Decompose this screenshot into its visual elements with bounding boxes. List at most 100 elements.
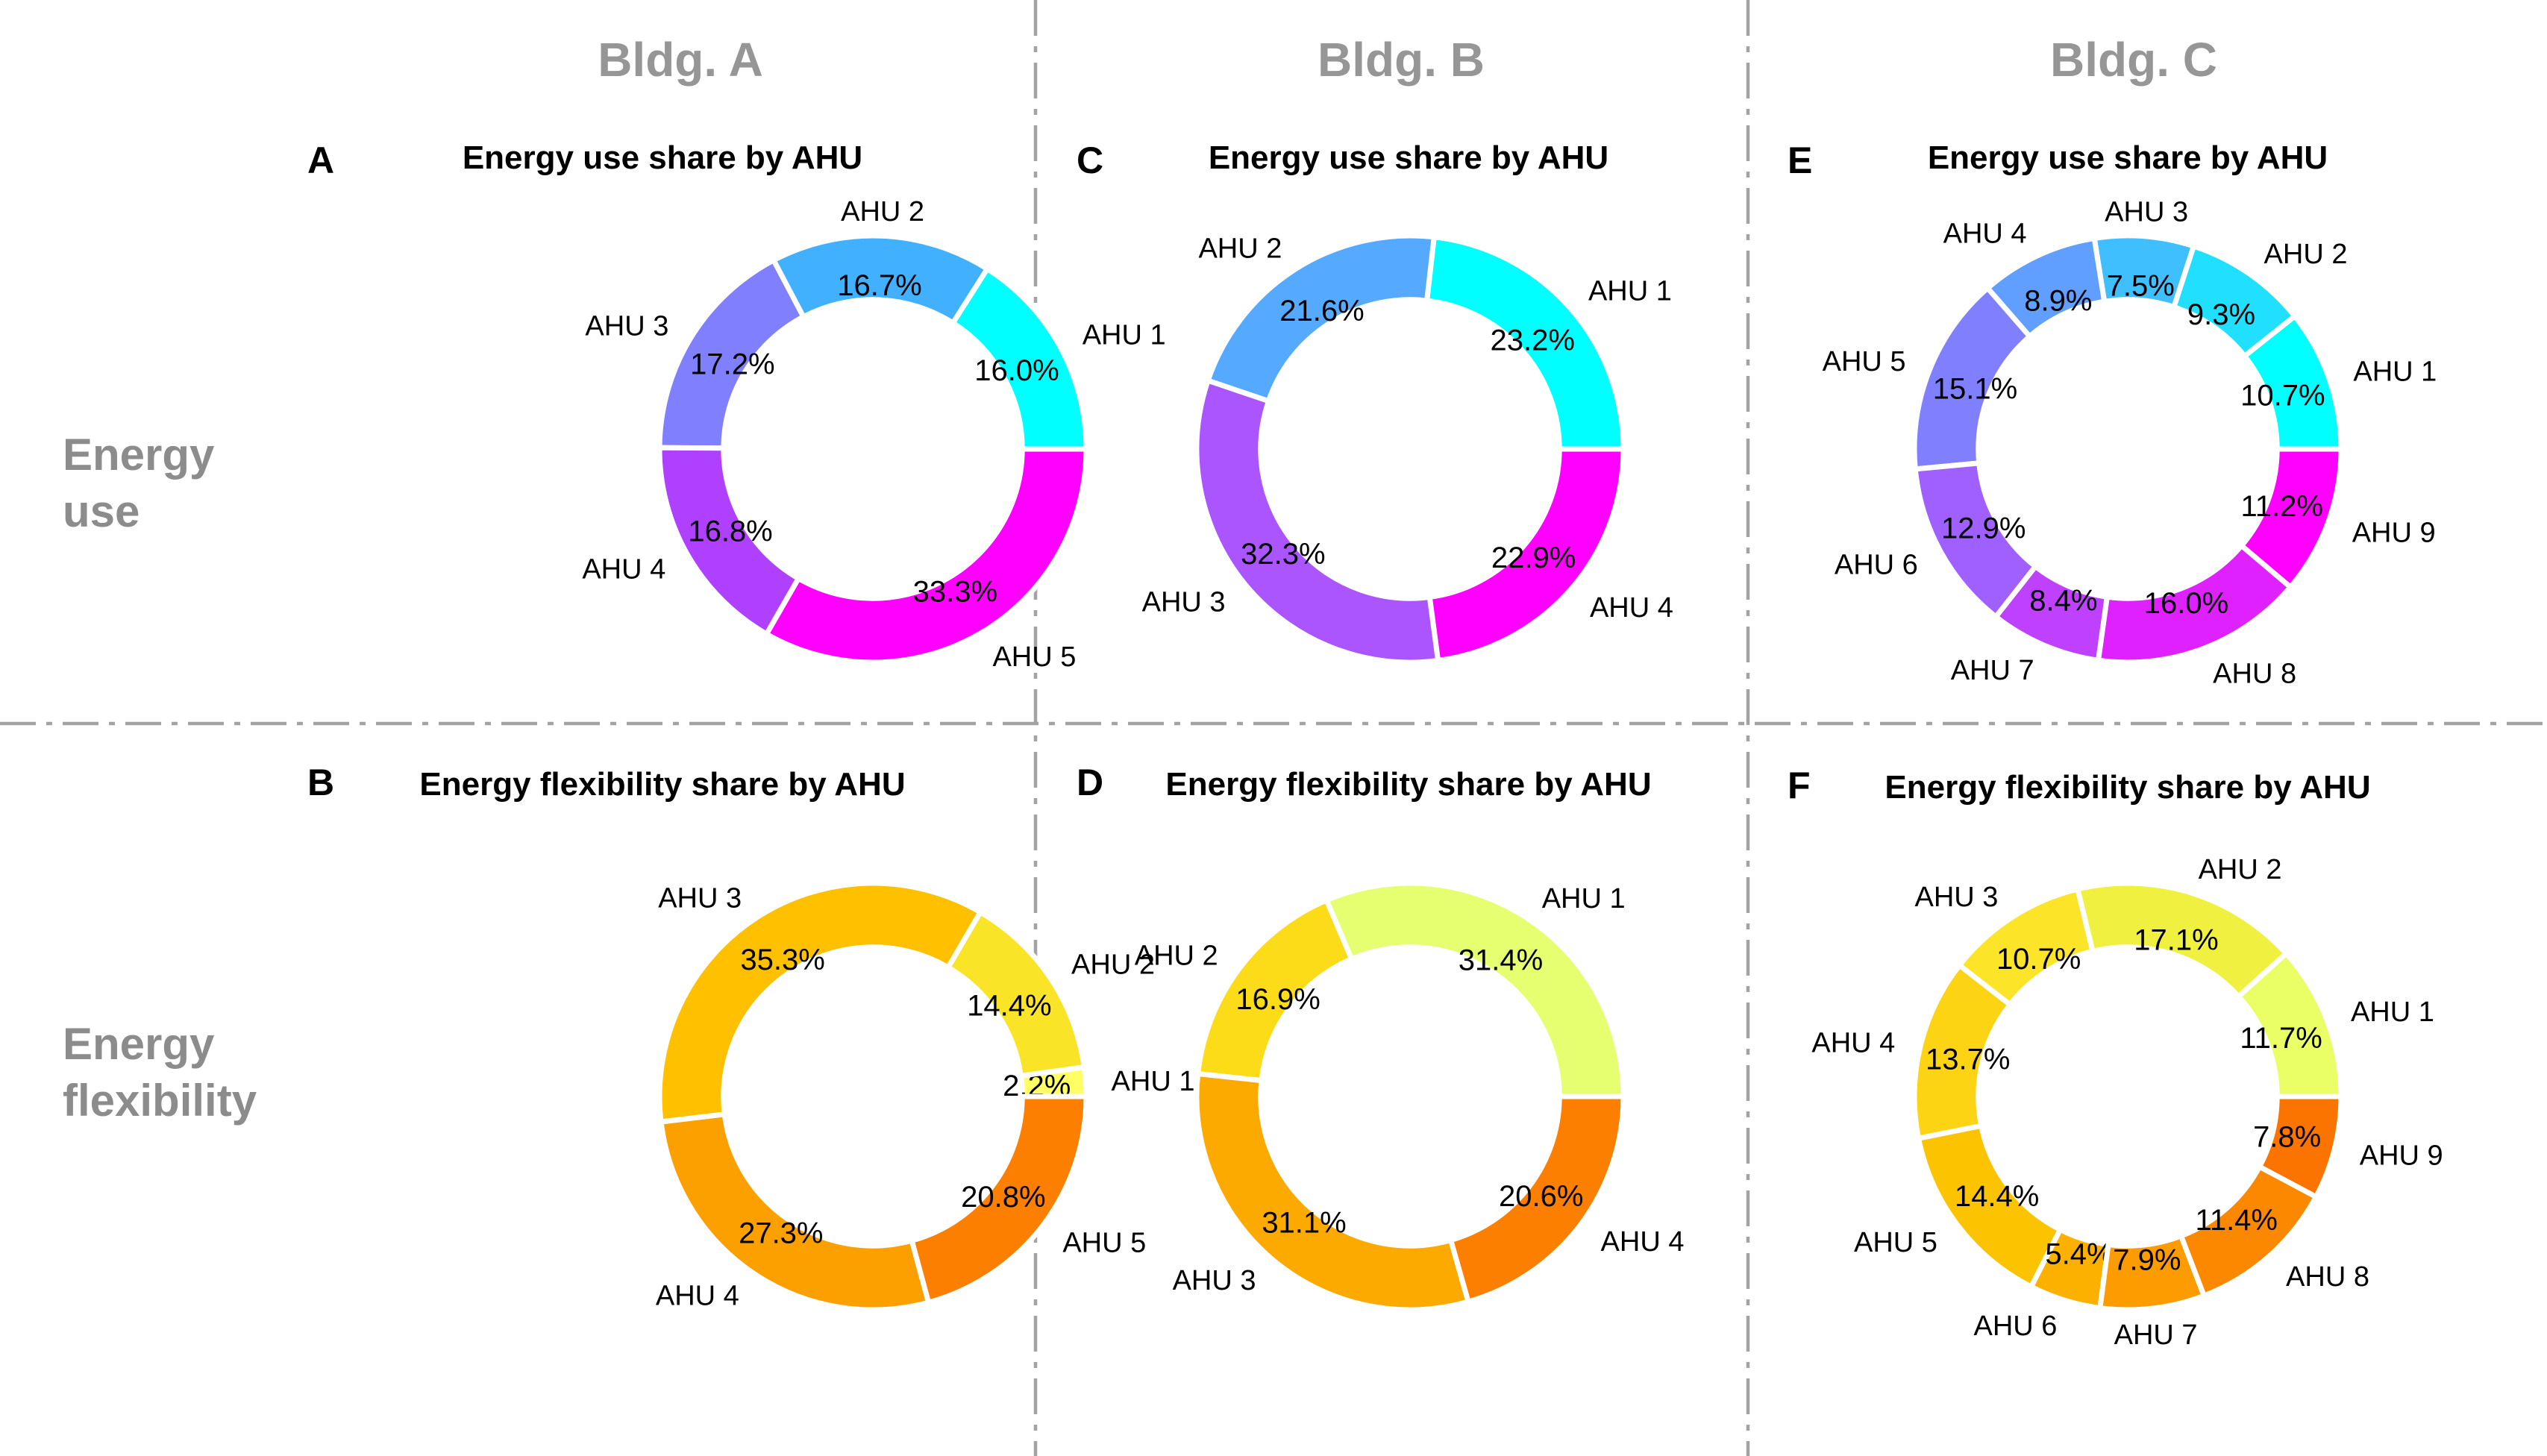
donut-slice-ahu-9 xyxy=(2237,446,2344,591)
column-header-bldg-c: Bldg. C xyxy=(2050,33,2217,87)
percent-label: 21.6% xyxy=(1279,295,1364,327)
percent-label: 16.7% xyxy=(837,269,921,302)
slice-label-ahu-1: AHU 1 xyxy=(1083,320,1166,351)
percent-label: 13.7% xyxy=(1926,1043,2010,1076)
slice-label-ahu-2: AHU 2 xyxy=(1071,950,1155,981)
percent-label: 27.3% xyxy=(739,1217,823,1250)
percent-label: 17.1% xyxy=(2134,924,2218,957)
donut-slice-ahu-3 xyxy=(1194,1070,1472,1313)
percent-label: 14.4% xyxy=(1955,1180,2039,1213)
percent-label: 31.4% xyxy=(1459,944,1543,976)
slice-label-ahu-4: AHU 4 xyxy=(582,554,665,586)
column-header-bldg-a: Bldg. A xyxy=(598,33,763,87)
slice-label-ahu-6: AHU 6 xyxy=(1835,549,1918,580)
slice-label-ahu-9: AHU 9 xyxy=(2352,517,2436,548)
chart-panel-d: D Energy flexibility share by AHU 31.4% AHU… xyxy=(1077,762,1684,1313)
slice-label-ahu-8: AHU 8 xyxy=(2286,1261,2369,1293)
percent-label: 17.2% xyxy=(690,348,774,381)
slice-label-ahu-7: AHU 7 xyxy=(2114,1320,2198,1351)
slice-label-ahu-2: AHU 2 xyxy=(841,196,924,228)
slice-label-ahu-2: AHU 2 xyxy=(1135,940,1218,971)
percent-label: 11.4% xyxy=(2196,1204,2278,1237)
row-header-energy-flexibility: Energy flexibility xyxy=(63,1019,257,1126)
donut-slice-ahu-9 xyxy=(2255,1093,2344,1201)
chart-title: Energy flexibility share by AHU xyxy=(419,766,905,803)
percent-label: 20.6% xyxy=(1499,1180,1583,1213)
percent-label: 7.9% xyxy=(2113,1244,2181,1277)
donut-slice-ahu-3 xyxy=(657,880,984,1125)
panel-letter: B xyxy=(307,762,334,803)
slice-label-ahu-1: AHU 1 xyxy=(1542,883,1626,914)
percent-label: 11.2% xyxy=(2241,490,2323,523)
percent-label: 16.0% xyxy=(2144,587,2228,620)
panel-letter: A xyxy=(307,139,334,181)
slice-label-ahu-3: AHU 3 xyxy=(1914,882,1998,913)
chart-title: Energy use share by AHU xyxy=(463,139,862,176)
donut-slice-ahu-1 xyxy=(1323,880,1626,1099)
donut-slice-ahu-4 xyxy=(1426,446,1626,664)
chart-panel-f: F Energy flexibility share by AHU 11.7% AHU… xyxy=(1788,765,2443,1351)
percent-label: 20.8% xyxy=(961,1181,1045,1214)
panel-letter: E xyxy=(1788,139,1812,181)
slice-label-ahu-2: AHU 2 xyxy=(2199,854,2282,885)
percent-label: 32.3% xyxy=(1241,538,1325,571)
percent-label: 11.7% xyxy=(2240,1022,2322,1055)
percent-label: 14.4% xyxy=(967,989,1051,1022)
slice-label-ahu-7: AHU 7 xyxy=(1951,655,2034,686)
slice-label-ahu-8: AHU 8 xyxy=(2213,658,2296,689)
donut-slice-ahu-5 xyxy=(762,446,1089,665)
chart-title: Energy flexibility share by AHU xyxy=(1165,766,1651,803)
slice-label-ahu-9: AHU 9 xyxy=(2360,1140,2443,1172)
chart-title: Energy use share by AHU xyxy=(1209,139,1608,176)
percent-label: 31.1% xyxy=(1262,1206,1346,1239)
slice-label-ahu-3: AHU 3 xyxy=(2105,197,2188,228)
slice-label-ahu-4: AHU 4 xyxy=(1943,219,2027,250)
donut-slice-ahu-4 xyxy=(658,1111,932,1313)
percent-label: 10.7% xyxy=(2240,379,2325,412)
slice-label-ahu-6: AHU 6 xyxy=(1974,1311,2058,1342)
slice-label-ahu-1: AHU 1 xyxy=(2353,356,2437,387)
percent-label: 16.9% xyxy=(1235,983,1320,1016)
panel-letter: C xyxy=(1077,139,1103,181)
slice-label-ahu-4: AHU 4 xyxy=(656,1280,739,1311)
percent-label: 8.9% xyxy=(2024,284,2092,317)
slice-label-ahu-2: AHU 2 xyxy=(1198,233,1282,265)
donut-slice-ahu-1 xyxy=(1423,233,1626,452)
slice-label-ahu-4: AHU 4 xyxy=(1590,592,1673,624)
donut-slice-ahu-3 xyxy=(1194,377,1441,665)
slice-label-ahu-3: AHU 3 xyxy=(658,882,742,914)
row-header-energy-use: Energy use xyxy=(63,430,215,536)
percent-label: 10.7% xyxy=(1996,943,2081,976)
column-header-bldg-b: Bldg. B xyxy=(1318,33,1485,87)
slice-label-ahu-4: AHU 4 xyxy=(1811,1027,1895,1058)
percent-label: 12.9% xyxy=(1941,512,2026,545)
percent-label: 7.8% xyxy=(2253,1120,2321,1153)
slice-label-ahu-1: AHU 1 xyxy=(1588,276,1672,307)
chart-panel-c: C Energy use share by AHU 23.2% AHU 1 21.6% A… xyxy=(1077,139,1673,665)
slice-label-ahu-3: AHU 3 xyxy=(1173,1265,1256,1296)
percent-label: 23.2% xyxy=(1491,324,1575,357)
percent-label: 7.5% xyxy=(2107,269,2175,302)
percent-label: 15.1% xyxy=(1933,372,2017,405)
slice-label-ahu-5: AHU 5 xyxy=(1062,1228,1146,1259)
panel-letter: F xyxy=(1788,765,1811,806)
slice-label-ahu-2: AHU 2 xyxy=(2264,239,2348,270)
chart-title: Energy flexibility share by AHU xyxy=(1885,769,2370,806)
slice-label-ahu-5: AHU 5 xyxy=(1823,346,1906,377)
percent-label: 8.4% xyxy=(2029,585,2097,618)
donut-slice-ahu-5 xyxy=(908,1093,1089,1306)
slice-label-ahu-5: AHU 5 xyxy=(992,641,1076,673)
slice-label-ahu-1: AHU 1 xyxy=(1112,1066,1195,1097)
chart-panel-a: A Energy use share by AHU 16.0% AHU 1 16.7% A… xyxy=(307,139,1166,673)
slice-label-ahu-5: AHU 5 xyxy=(1854,1227,1937,1258)
chart-title: Energy use share by AHU xyxy=(1928,139,2328,176)
panel-letter: D xyxy=(1077,762,1103,803)
percent-label: 33.3% xyxy=(913,576,997,609)
slice-label-ahu-3: AHU 3 xyxy=(585,310,668,342)
chart-panel-e: E Energy use share by AHU 10.7% AHU 1 9.3% AH… xyxy=(1788,139,2437,689)
slice-label-ahu-3: AHU 3 xyxy=(1142,586,1226,618)
percent-label: 5.4% xyxy=(2045,1237,2113,1270)
percent-label: 35.3% xyxy=(740,944,824,976)
